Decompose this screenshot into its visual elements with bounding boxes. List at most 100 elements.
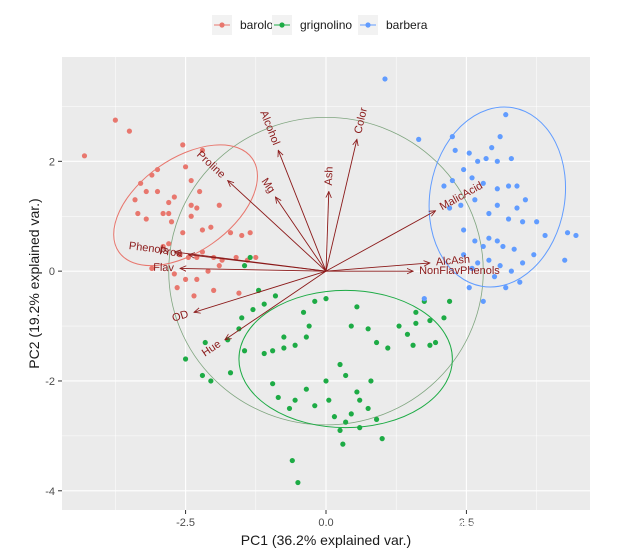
point-grignolino (326, 397, 332, 403)
loading-arrow (188, 255, 327, 272)
point-grignolino (275, 394, 281, 401)
point-barolo (205, 268, 211, 274)
point-grignolino (354, 389, 360, 395)
point-barolo (211, 287, 217, 293)
point-grignolino (446, 298, 453, 304)
ellipse-barbera (428, 106, 567, 288)
point-grignolino (202, 339, 208, 346)
loading-label: Proa (159, 245, 184, 260)
point-barolo (216, 202, 222, 208)
point-grignolino (373, 416, 380, 422)
point-barbera (497, 263, 503, 269)
loading-arrow (326, 192, 329, 272)
point-grignolino (413, 320, 419, 326)
point-barolo (171, 194, 177, 200)
point-grignolino (272, 293, 279, 299)
point-barolo (154, 166, 161, 173)
point-barbera (517, 279, 523, 285)
point-grignolino (270, 348, 276, 354)
point-grignolino (396, 323, 402, 329)
point-barolo (171, 271, 177, 277)
point-barolo (160, 210, 166, 217)
legend-item-barbera: barbera (358, 15, 428, 35)
point-grignolino (312, 403, 318, 409)
point-grignolino (379, 436, 385, 442)
point-grignolino (337, 361, 343, 368)
point-barbera (486, 257, 492, 263)
point-barolo (180, 230, 186, 236)
legend-key-point (279, 22, 285, 28)
point-barbera (449, 134, 455, 140)
point-barbera (472, 238, 478, 244)
point-barbera (461, 166, 467, 173)
point-grignolino (236, 326, 242, 332)
point-barbera (511, 246, 517, 252)
point-barolo (188, 213, 194, 219)
point-barbera (483, 155, 489, 162)
point-barolo (135, 210, 141, 217)
point-grignolino (182, 356, 189, 362)
watermark: 知乎 @踩雷小能手123 (454, 517, 607, 535)
point-grignolino (365, 326, 371, 332)
point-grignolino (343, 419, 349, 425)
point-grignolino (357, 425, 363, 431)
axis-ticks: -2.5 0.0 2.5 -4 -2 0 2 (45, 156, 474, 529)
point-barolo (112, 117, 118, 123)
legend-item-barolo: barolo (212, 15, 274, 35)
point-grignolino (306, 323, 312, 329)
point-grignolino (241, 348, 248, 354)
loading-arrow (325, 211, 436, 272)
point-barolo (143, 216, 149, 222)
loading-arrow (194, 270, 327, 312)
point-grignolino (323, 296, 329, 302)
point-barolo (149, 265, 155, 271)
point-barbera (519, 219, 526, 225)
point-grignolino (261, 350, 267, 357)
point-barolo (194, 205, 200, 211)
point-grignolino (239, 315, 245, 321)
point-grignolino (413, 309, 419, 315)
point-grignolino (354, 304, 360, 310)
point-barolo (188, 177, 194, 184)
legend-label: barolo (240, 18, 274, 32)
loading-label: Flav (153, 262, 175, 274)
correlation-circle (168, 116, 484, 426)
legend: barolo grignolino barbera (212, 15, 428, 35)
point-grignolino (281, 345, 287, 351)
point-grignolino (348, 323, 354, 329)
point-barolo (182, 164, 189, 170)
point-grignolino (250, 306, 256, 313)
point-barbera (494, 238, 500, 244)
point-barbera (466, 285, 472, 291)
point-grignolino (312, 298, 318, 304)
x-tick-label: -2.5 (176, 517, 195, 529)
point-grignolino (410, 342, 416, 348)
legend-key-point (365, 22, 371, 28)
point-grignolino (303, 334, 309, 340)
point-barbera (503, 112, 509, 118)
point-barolo (191, 293, 197, 299)
point-barolo (227, 230, 234, 236)
point-barbera (491, 274, 498, 280)
point-barolo (160, 243, 166, 250)
y-tick-label: 2 (49, 156, 55, 168)
point-grignolino (289, 457, 295, 464)
point-barbera (514, 205, 520, 211)
point-grignolino (247, 254, 253, 261)
point-grignolino (331, 414, 338, 420)
point-barbera (522, 197, 529, 203)
point-barolo (199, 249, 206, 255)
point-barolo (81, 153, 88, 159)
point-grignolino (300, 309, 307, 315)
point-barbera (469, 175, 475, 181)
point-barbera (505, 216, 512, 222)
point-barolo (166, 199, 172, 206)
point-grignolino (373, 339, 380, 346)
y-tick-label: -2 (45, 376, 55, 388)
loading-arrow (275, 197, 327, 272)
loading-arrow (278, 150, 327, 272)
point-barolo (197, 188, 203, 195)
y-tick-label: 0 (49, 266, 55, 278)
point-grignolino (427, 342, 433, 348)
point-barbera (441, 183, 447, 189)
